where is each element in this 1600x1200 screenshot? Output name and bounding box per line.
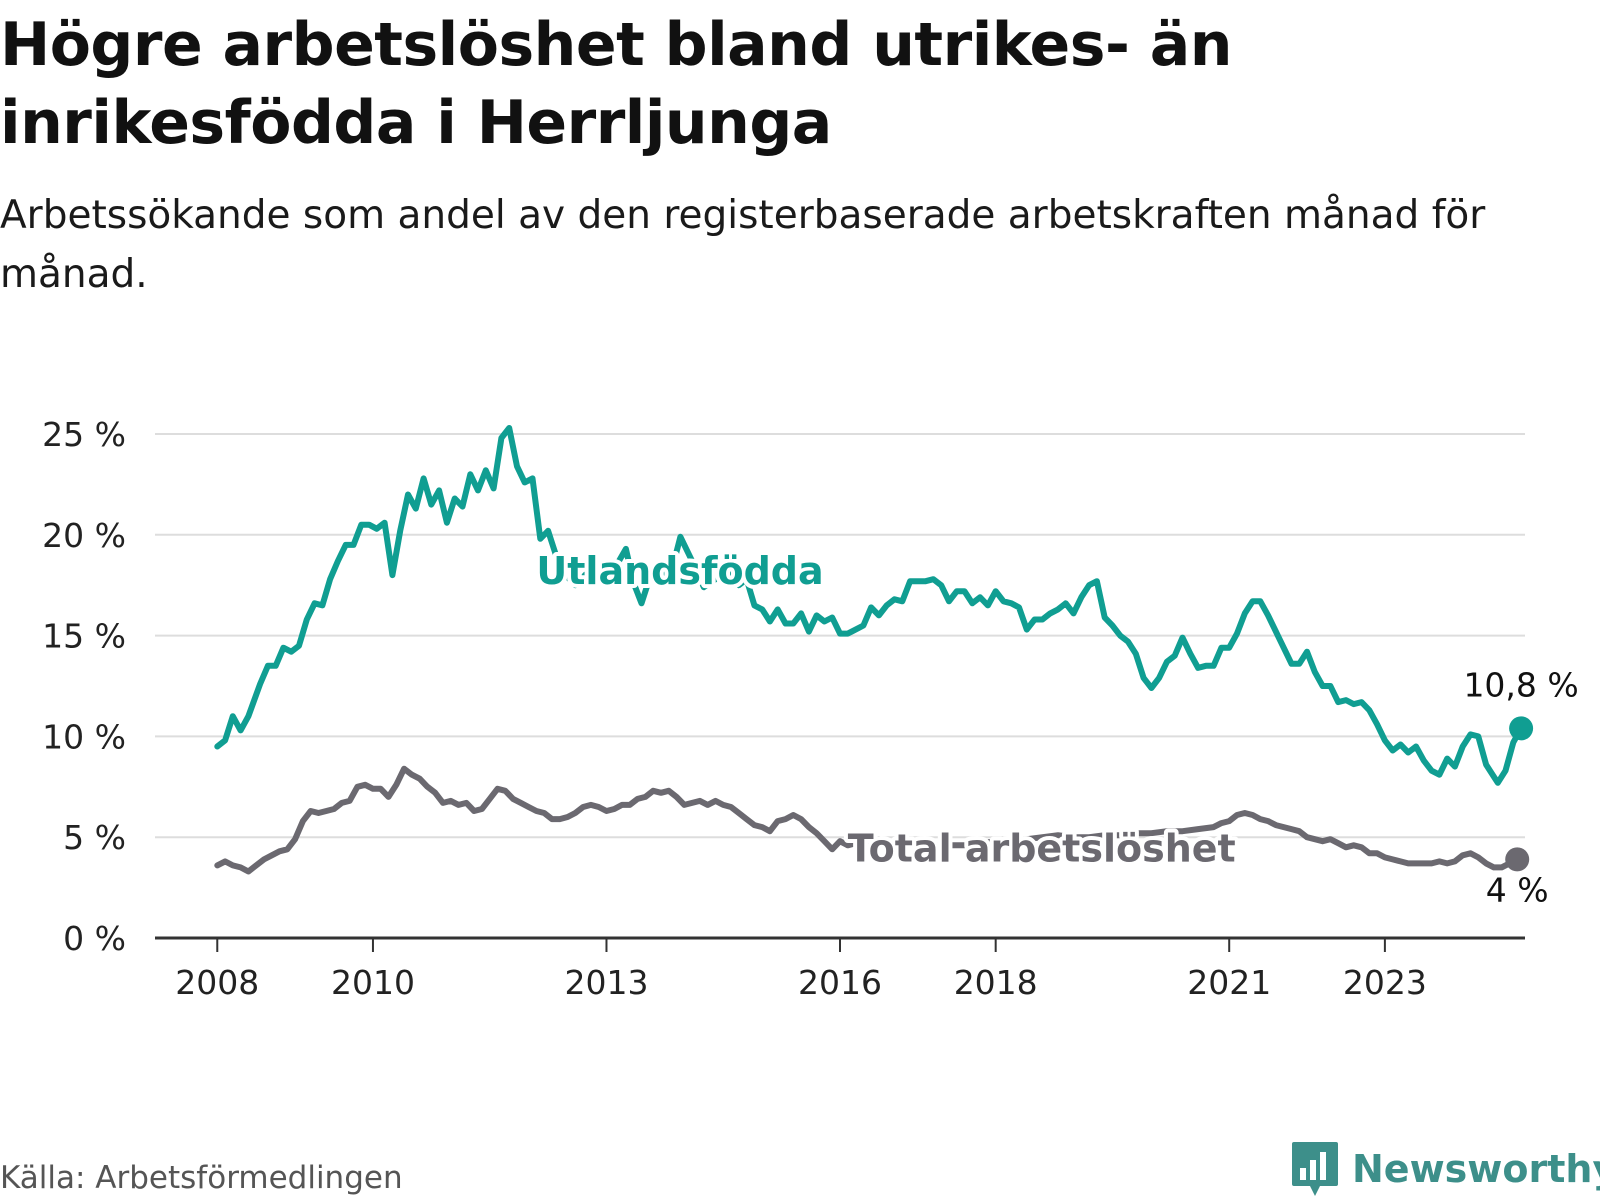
y-tick-label: 10 % [42, 717, 126, 756]
foreign-born-end-label: 10,8 % [1463, 665, 1578, 704]
source-note: Källa: Arbetsförmedlingen [0, 1160, 403, 1196]
y-tick-label: 15 % [42, 617, 126, 656]
brand-name: Newsworthy [1352, 1147, 1600, 1191]
y-tick-label: 0 % [63, 919, 126, 958]
x-tick-label: 2023 [1343, 963, 1427, 1002]
x-tick-label: 2018 [954, 963, 1038, 1002]
total-end-label: 4 % [1486, 870, 1549, 909]
total-unemployment-line [214, 765, 1521, 875]
series-labels: Utlandsfödda Total arbetslöshet 10,8 % 4 % [532, 545, 1578, 909]
newsworthy-logo[interactable]: Newsworthy [1290, 1140, 1600, 1198]
foreign-born-label: Utlandsfödda [536, 549, 823, 593]
y-tick-label: 5 % [63, 818, 126, 857]
x-tick-label: 2010 [331, 963, 415, 1002]
x-axis: 2008 2010 2013 2016 2018 2021 2023 [155, 936, 1525, 1002]
foreign-born-line [214, 425, 1525, 786]
line-chart: 0 %5 %10 %15 %20 %25 % 2008 2010 2013 2016 2… [42, 415, 1579, 1002]
y-axis: 0 % 5 % 10 % 15 % 20 % 25 % [42, 415, 126, 958]
series-lines [214, 425, 1534, 875]
total-end-point [1505, 847, 1530, 872]
chart-title: Högre arbetslöshet bland utrikes- än inr… [0, 10, 1232, 158]
bar-chart-icon [1292, 1142, 1338, 1196]
y-tick-label: 25 % [42, 415, 126, 454]
total-unemployment-label: Total arbetslöshet [848, 826, 1236, 870]
x-tick-label: 2013 [564, 963, 648, 1002]
x-tick-label: 2016 [798, 963, 882, 1002]
chart-subtitle: Arbetssökande som andel av den registerb… [0, 193, 1486, 297]
x-tick-label: 2008 [175, 963, 259, 1002]
y-tick-label: 20 % [42, 516, 126, 555]
x-tick-label: 2021 [1187, 963, 1271, 1002]
foreign-born-end-point [1509, 716, 1534, 741]
